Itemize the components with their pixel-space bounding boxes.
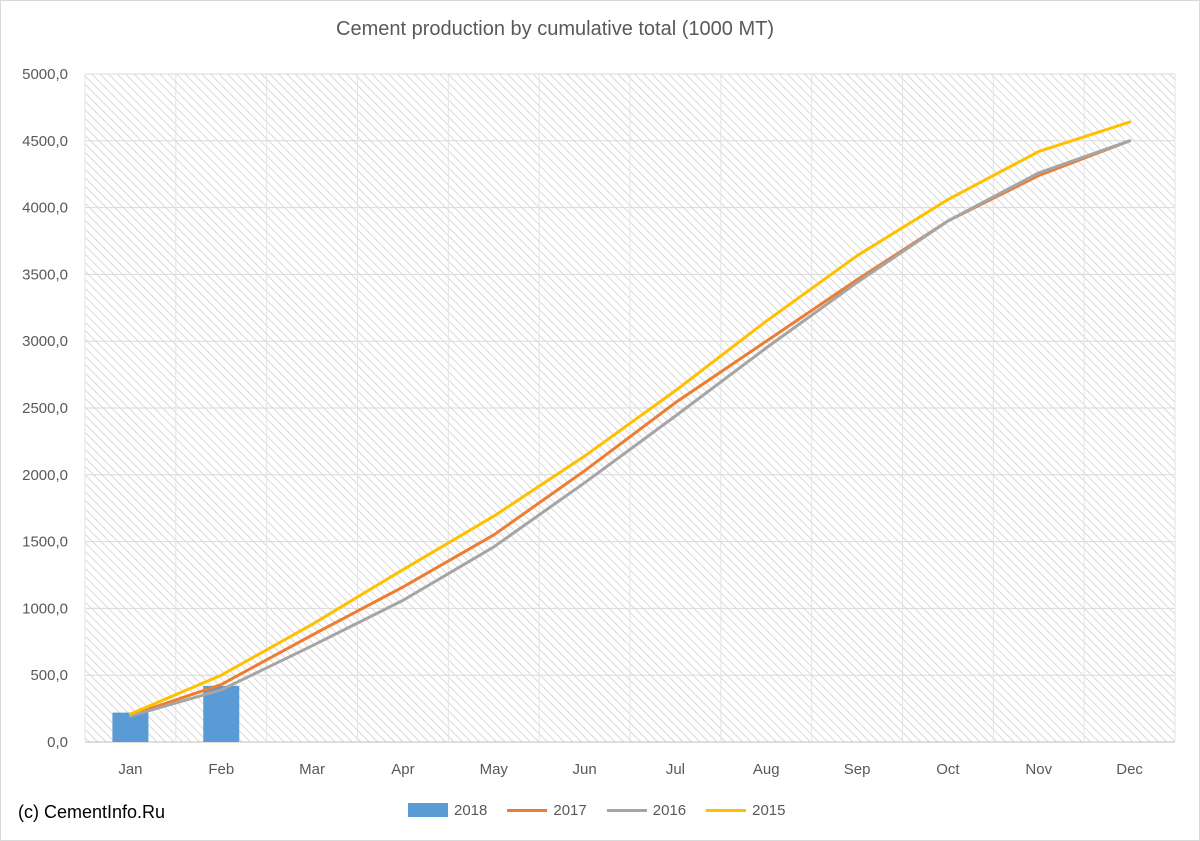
legend-item-2018: 2018 [408, 802, 487, 819]
x-tick-label: Jul [666, 761, 685, 778]
y-axis-ticks: 0,0 500,0 1000,0 1500,0 2000,0 2500,0 3000,0 35… [22, 66, 68, 751]
line-2016 [128, 139, 1132, 718]
bar-series [112, 685, 240, 742]
legend: 2018 2017 2016 2015 [408, 800, 806, 820]
y-tick-label: 3500,0 [22, 266, 68, 283]
legend-swatch [408, 803, 448, 817]
legend-label: 2016 [652, 801, 687, 819]
legend-swatch [507, 808, 548, 812]
legend-label: 2018 [454, 801, 488, 819]
x-tick-label: Sep [844, 761, 871, 778]
y-tick-label: 2500,0 [22, 400, 68, 417]
y-tick-label: 500,0 [30, 667, 68, 684]
y-tick-label: 5000,0 [22, 66, 68, 83]
y-tick-label: 4500,0 [22, 133, 68, 150]
y-tick-label: 0,0 [47, 734, 68, 751]
x-tick-label: Feb [208, 761, 234, 778]
x-tick-label: Mar [299, 761, 325, 778]
y-tick-label: 1000,0 [22, 600, 68, 617]
line-2015 [128, 120, 1132, 716]
legend-item-2017: 2017 [507, 801, 587, 819]
line-series [128, 120, 1132, 718]
legend-label: 2015 [752, 801, 786, 819]
x-tick-label: Oct [936, 761, 960, 778]
legend-item-2015: 2015 [706, 801, 786, 819]
x-tick-label: Nov [1025, 761, 1052, 778]
y-tick-label: 1500,0 [22, 534, 68, 551]
bar-2018 [112, 712, 149, 742]
x-tick-label: Dec [1116, 761, 1143, 778]
x-tick-label: Apr [391, 761, 414, 778]
x-tick-label: Jun [572, 761, 596, 778]
gridlines [84, 73, 1176, 743]
x-tick-label: Jan [118, 761, 142, 778]
x-tick-label: May [480, 761, 509, 778]
x-tick-label: Aug [753, 761, 780, 778]
legend-swatch [706, 808, 747, 812]
x-axis-ticks: Jan Feb Mar Apr May Jun Jul Aug Sep Oct Nov Dec [118, 761, 1143, 778]
legend-swatch [606, 808, 647, 812]
y-tick-label: 3000,0 [22, 333, 68, 350]
legend-item-2016: 2016 [606, 801, 687, 819]
y-tick-label: 4000,0 [22, 200, 68, 217]
legend-label: 2017 [553, 801, 587, 819]
copyright-text: (c) CementInfo.Ru [18, 802, 166, 822]
chart-title: Cement production by cumulative total (1… [336, 18, 774, 40]
y-tick-label: 2000,0 [22, 467, 68, 484]
bar-2018 [203, 685, 240, 742]
